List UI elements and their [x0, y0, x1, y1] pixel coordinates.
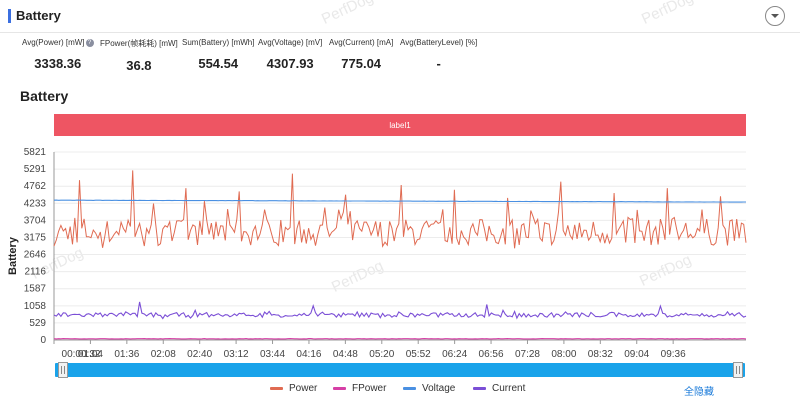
- x-tick-label: 07:28: [515, 349, 540, 360]
- x-tick-label: 08:00: [551, 349, 576, 360]
- legend-item-voltage[interactable]: Voltage: [403, 383, 455, 394]
- y-tick-label: 3175: [24, 232, 47, 243]
- legend-item-current[interactable]: Current: [473, 383, 525, 394]
- series-line-power: [53, 170, 747, 249]
- x-tick-label: 06:24: [442, 349, 467, 360]
- y-tick-label: 1587: [24, 284, 47, 295]
- stat-avg-battery-level: Avg(BatteryLevel) [%] -: [400, 38, 477, 71]
- legend-label: Power: [289, 383, 318, 394]
- stat-label: FPower(帧耗耗) [mW]: [100, 39, 178, 48]
- series-line-voltage: [53, 199, 746, 203]
- stat-label: Avg(Voltage) [mV]: [258, 38, 323, 47]
- x-tick-label: 05:52: [406, 349, 431, 360]
- panel-title: Battery: [16, 8, 61, 23]
- x-tick-label: 01:36: [114, 349, 139, 360]
- x-tick-label: 09:04: [624, 349, 649, 360]
- label-band[interactable]: label1: [54, 114, 746, 136]
- legend-swatch: [333, 387, 346, 390]
- zoom-slider-left-handle[interactable]: [58, 362, 68, 378]
- chart-legend: Power FPower Voltage Current: [0, 383, 800, 397]
- stat-label: Sum(Battery) [mWh]: [182, 38, 255, 47]
- x-tick-label: 01:04: [78, 349, 103, 360]
- battery-chart[interactable]: 0 529 1058 1587 2116 2646 3175 3704 4233 4762 5291…: [0, 140, 800, 360]
- x-tick-label: 02:40: [187, 349, 212, 360]
- label-band-text: label1: [389, 120, 411, 130]
- x-tick-label: 08:32: [588, 349, 613, 360]
- stat-sum-battery: Sum(Battery) [mWh] 554.54: [182, 38, 254, 71]
- legend-label: FPower: [352, 383, 387, 394]
- x-tick-label: 02:08: [151, 349, 176, 360]
- stat-label: Avg(Current) [mA]: [329, 38, 394, 47]
- stat-value: 554.54: [198, 56, 239, 71]
- y-axis-label: Battery: [7, 236, 19, 275]
- y-tick-label: 0: [40, 335, 46, 346]
- x-tick-label: 04:16: [296, 349, 321, 360]
- stat-label: Avg(Power) [mW]: [22, 38, 85, 47]
- legend-item-fpower[interactable]: FPower: [333, 383, 386, 394]
- x-tick-label: 00:00:32: [62, 349, 101, 360]
- collapse-button[interactable]: [765, 6, 785, 26]
- legend-item-power[interactable]: Power: [270, 383, 317, 394]
- panel-header: Battery: [0, 0, 800, 33]
- series-line-current: [53, 301, 747, 320]
- accent-bar: [8, 9, 11, 23]
- stat-value: -: [436, 56, 441, 71]
- stat-label: Avg(BatteryLevel) [%]: [400, 38, 478, 47]
- stat-avg-power: Avg(Power) [mW]? 3338.36: [22, 38, 94, 71]
- chevron-down-icon: [771, 14, 779, 18]
- stat-value: 775.04: [341, 56, 382, 71]
- x-tick-label: 09:36: [661, 349, 686, 360]
- y-tick-label: 2116: [24, 267, 46, 278]
- y-tick-label: 529: [29, 318, 46, 329]
- y-tick-label: 4233: [24, 198, 47, 209]
- x-tick-label: 06:56: [479, 349, 504, 360]
- hide-all-button[interactable]: 全隐藏: [684, 387, 714, 398]
- stat-fpower: FPower(帧耗耗) [mW] 36.8: [100, 38, 178, 73]
- zoom-slider-track[interactable]: [55, 363, 745, 377]
- y-tick-label: 3704: [24, 215, 47, 226]
- x-tick-label: 05:20: [369, 349, 394, 360]
- chart-title: Battery: [20, 88, 69, 104]
- info-icon[interactable]: ?: [85, 38, 94, 47]
- legend-swatch: [270, 387, 283, 390]
- legend-swatch: [473, 387, 486, 390]
- legend-label: Current: [492, 383, 526, 394]
- x-tick-label: 03:44: [260, 349, 285, 360]
- stat-value: 36.8: [126, 58, 152, 73]
- stat-avg-voltage: Avg(Voltage) [mV] 4307.93: [258, 38, 322, 71]
- x-tick-label: 04:48: [333, 349, 358, 360]
- legend-swatch: [403, 387, 416, 390]
- y-tick-label: 4762: [24, 181, 47, 192]
- y-tick-label: 5291: [24, 164, 47, 175]
- stat-value: 4307.93: [266, 56, 314, 71]
- stat-value: 3338.36: [34, 56, 82, 71]
- stat-avg-current: Avg(Current) [mA] 775.04: [329, 38, 393, 71]
- legend-label: Voltage: [422, 383, 456, 394]
- y-tick-label: 1058: [24, 301, 47, 312]
- y-tick-label: 5821: [24, 147, 47, 158]
- zoom-slider-right-handle[interactable]: [733, 362, 743, 378]
- y-tick-label: 2646: [24, 250, 47, 261]
- x-tick-label: 03:12: [224, 349, 249, 360]
